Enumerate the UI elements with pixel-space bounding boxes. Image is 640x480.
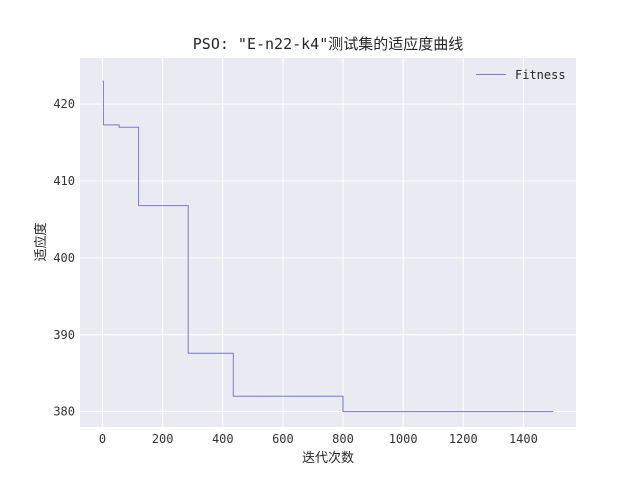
grid-lines <box>80 58 576 427</box>
y-tick-label: 390 <box>53 328 75 342</box>
chart-title: PSO: "E-n22-k4"测试集的适应度曲线 <box>193 35 463 53</box>
legend: Fitness <box>476 68 566 82</box>
x-tick-label: 0 <box>99 432 106 446</box>
y-tick-label: 420 <box>53 97 75 111</box>
y-tick-label: 400 <box>53 251 75 265</box>
y-axis-ticks: 380 390 400 410 420 <box>53 97 75 419</box>
x-tick-label: 1200 <box>449 432 478 446</box>
y-tick-label: 380 <box>53 405 75 419</box>
legend-label-fitness: Fitness <box>515 68 566 82</box>
x-tick-label: 800 <box>332 432 354 446</box>
x-axis-label: 迭代次数 <box>302 450 354 466</box>
x-tick-label: 200 <box>152 432 174 446</box>
plot-area <box>80 58 576 427</box>
fitness-series-line <box>102 80 554 413</box>
x-tick-label: 600 <box>272 432 294 446</box>
x-axis-ticks: 0 200 400 600 800 1000 1200 1400 <box>99 432 538 446</box>
x-tick-label: 1400 <box>509 432 538 446</box>
y-axis-label: 适应度 <box>33 222 49 261</box>
y-tick-label: 410 <box>53 174 75 188</box>
x-tick-label: 400 <box>212 432 234 446</box>
x-tick-label: 1000 <box>389 432 418 446</box>
